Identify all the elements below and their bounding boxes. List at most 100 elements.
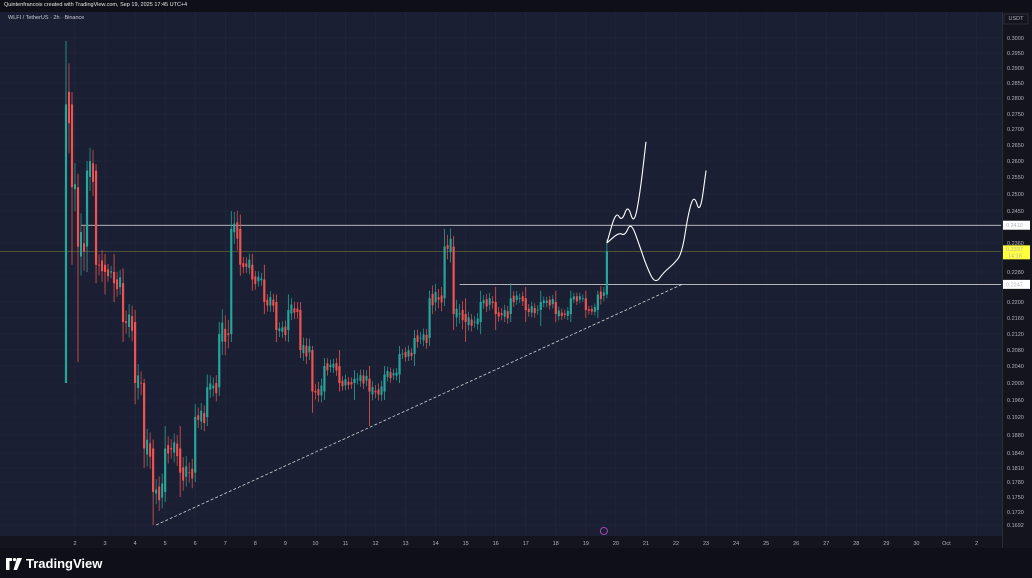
y-tick-label: 0.1810 [1007,466,1024,472]
time-axis[interactable] [0,536,1002,548]
candle-body [431,293,434,306]
x-tick-label: 20 [613,541,619,547]
currency-label: USDT [1009,16,1025,22]
level-price-badge [1003,220,1030,230]
x-tick-label: 16 [493,541,499,547]
x-tick-label: 30 [913,541,919,547]
candle-body [449,238,452,252]
tradingview-logo-icon[interactable] [6,558,22,570]
candle-body [464,314,467,322]
level-price-badge [1003,279,1030,289]
candle-body [398,354,401,375]
y-tick-label: 0.2000 [1007,381,1024,387]
y-tick-label: 0.1692 [1007,523,1024,529]
candle-body [155,489,158,494]
y-tick-label: 0.2280 [1007,270,1024,276]
candle-body [215,383,218,394]
footer-bar: TradingView [0,551,1032,578]
x-tick-label: 14 [433,541,439,547]
candle-body [245,263,248,267]
candle-body [401,353,404,355]
candle-body [332,363,335,368]
x-tick-label: 6 [194,541,197,547]
candle-body [140,382,143,384]
candle-body [377,389,380,395]
candle-body [569,298,572,314]
candle-body [596,294,599,310]
candle-body [173,442,176,453]
candle-body [311,350,314,392]
candle-body [551,298,554,305]
currency-box [1003,13,1029,25]
candle-body [536,309,539,311]
candle-body [143,383,146,449]
grid [0,12,1002,536]
y-tick-label: 0.1720 [1007,510,1024,516]
candle-body [74,184,76,190]
candle-body [335,363,338,371]
candle-body [185,466,188,477]
candle-body [461,309,464,321]
candle-body [530,306,533,313]
candle-body [76,187,80,247]
candle-body [83,243,86,252]
y-tick-label: 0.2600 [1007,159,1024,165]
candle-body [410,352,413,356]
y-tick-label: 0.2450 [1007,209,1024,215]
x-tick-label: 4 [134,541,137,547]
tradingview-brand[interactable]: TradingView [26,556,103,571]
candle-body [251,264,254,280]
candle-body [353,378,356,383]
x-tick-label: 12 [372,541,378,547]
candle-body [103,264,107,272]
candle-body [557,310,560,317]
candle-body [362,375,365,384]
x-tick-label: 2 [73,541,76,547]
candle-body [278,328,281,332]
candle-body [518,297,521,299]
plot-area[interactable] [0,12,1002,548]
y-tick-label: 0.2040 [1007,364,1024,370]
x-tick-label: 3 [104,541,107,547]
attribution-text: Quintenfrancois created with TradingView… [4,2,188,8]
candle-body [146,439,149,455]
candle-body [572,296,575,300]
x-tick-label: 21 [643,541,649,547]
current-price-countdown: 14:18 [1008,253,1022,259]
candle-body [224,328,227,342]
candle-body [236,222,239,239]
x-tick-label: 10 [312,541,318,547]
candle-body [368,378,371,392]
candle-body [503,309,506,317]
candle-body [116,279,119,290]
candle-body [380,386,383,395]
symbol-legend[interactable]: WLFI / TetherUS · 2h · Binance [8,15,85,21]
x-tick-label: 23 [703,541,709,547]
candle-body [548,299,551,306]
candle-body [191,468,194,479]
candle-body [161,483,164,498]
candle-body [416,335,419,342]
candle-body [386,370,389,377]
candle-body [545,300,548,303]
candle-body [194,417,197,473]
candle-body [326,363,329,371]
candle-body [563,313,566,315]
y-tick-label: 0.1880 [1007,433,1024,439]
x-tick-label: 26 [793,541,799,547]
candle-body [458,313,461,315]
candle-body [500,313,503,316]
candle-body [80,231,83,257]
candle-body [287,310,290,330]
candle-body [149,443,152,457]
candle-body [134,322,137,383]
candle-body [206,387,209,417]
candle-body [112,272,116,284]
candle-body [554,302,557,314]
y-tick-label: 0.2700 [1007,127,1024,133]
candle-body [239,228,242,265]
candle-body [533,307,536,314]
x-tick-label: 15 [463,541,469,547]
candle-body [512,295,515,303]
